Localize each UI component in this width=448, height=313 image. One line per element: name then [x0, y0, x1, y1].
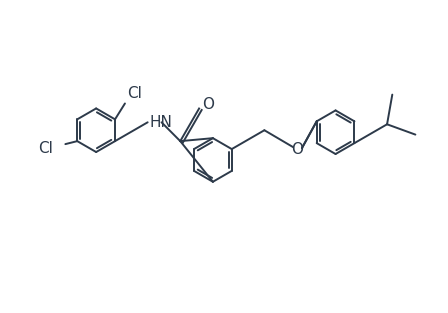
- Text: Cl: Cl: [39, 141, 53, 156]
- Text: O: O: [202, 97, 214, 112]
- Text: O: O: [291, 141, 303, 156]
- Text: Cl: Cl: [127, 86, 142, 101]
- Text: HN: HN: [150, 115, 172, 130]
